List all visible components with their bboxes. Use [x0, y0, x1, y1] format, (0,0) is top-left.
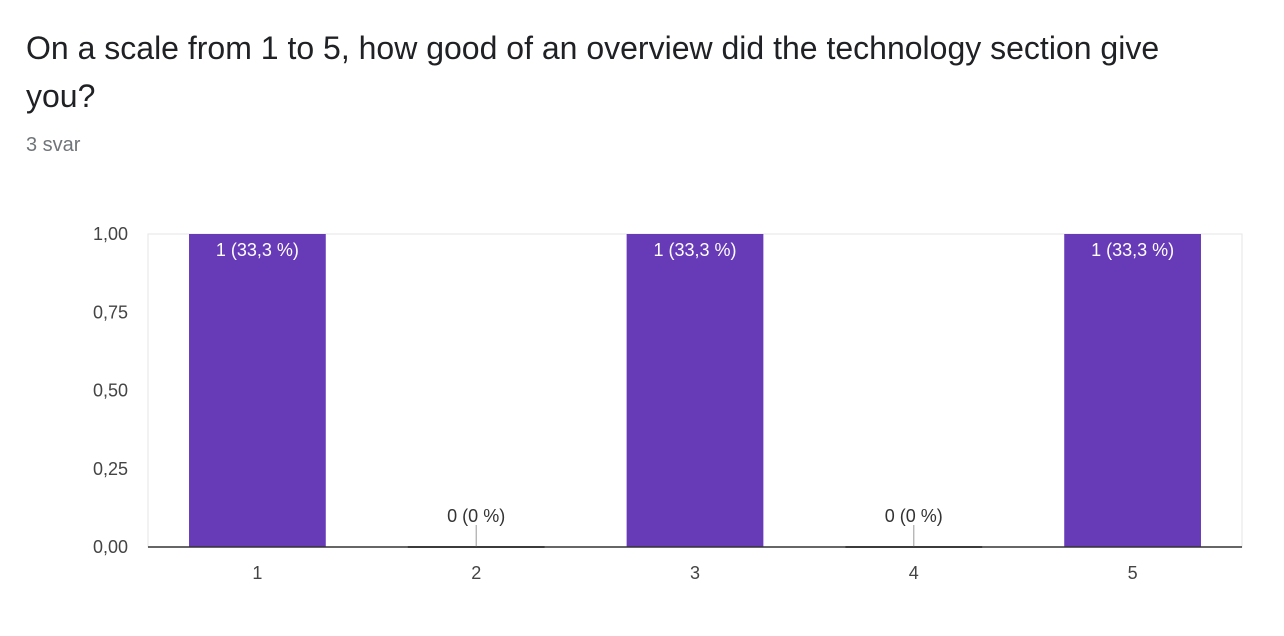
bar-data-label: 0 (0 %): [885, 506, 943, 526]
question-title: On a scale from 1 to 5, how good of an o…: [26, 30, 1160, 114]
bar-data-label: 1 (33,3 %): [216, 240, 299, 260]
bar-data-label: 1 (33,3 %): [653, 240, 736, 260]
y-tick-label: 0,75: [93, 302, 128, 322]
x-tick-label: 3: [690, 563, 700, 583]
bar: [189, 234, 326, 547]
bar-data-label: 0 (0 %): [447, 506, 505, 526]
bar: [626, 234, 764, 547]
y-tick-label: 0,50: [93, 381, 128, 401]
x-tick-label: 1: [252, 563, 262, 583]
response-count: 3 svar: [26, 134, 81, 156]
bar: [1064, 234, 1201, 547]
x-tick-label: 2: [471, 563, 481, 583]
x-tick-label: 4: [909, 563, 919, 583]
bar-data-label: 1 (33,3 %): [1091, 240, 1174, 260]
y-tick-label: 0,00: [93, 537, 128, 557]
y-tick-label: 1,00: [93, 224, 128, 244]
y-tick-label: 0,25: [93, 459, 128, 479]
x-tick-label: 5: [1128, 563, 1138, 583]
